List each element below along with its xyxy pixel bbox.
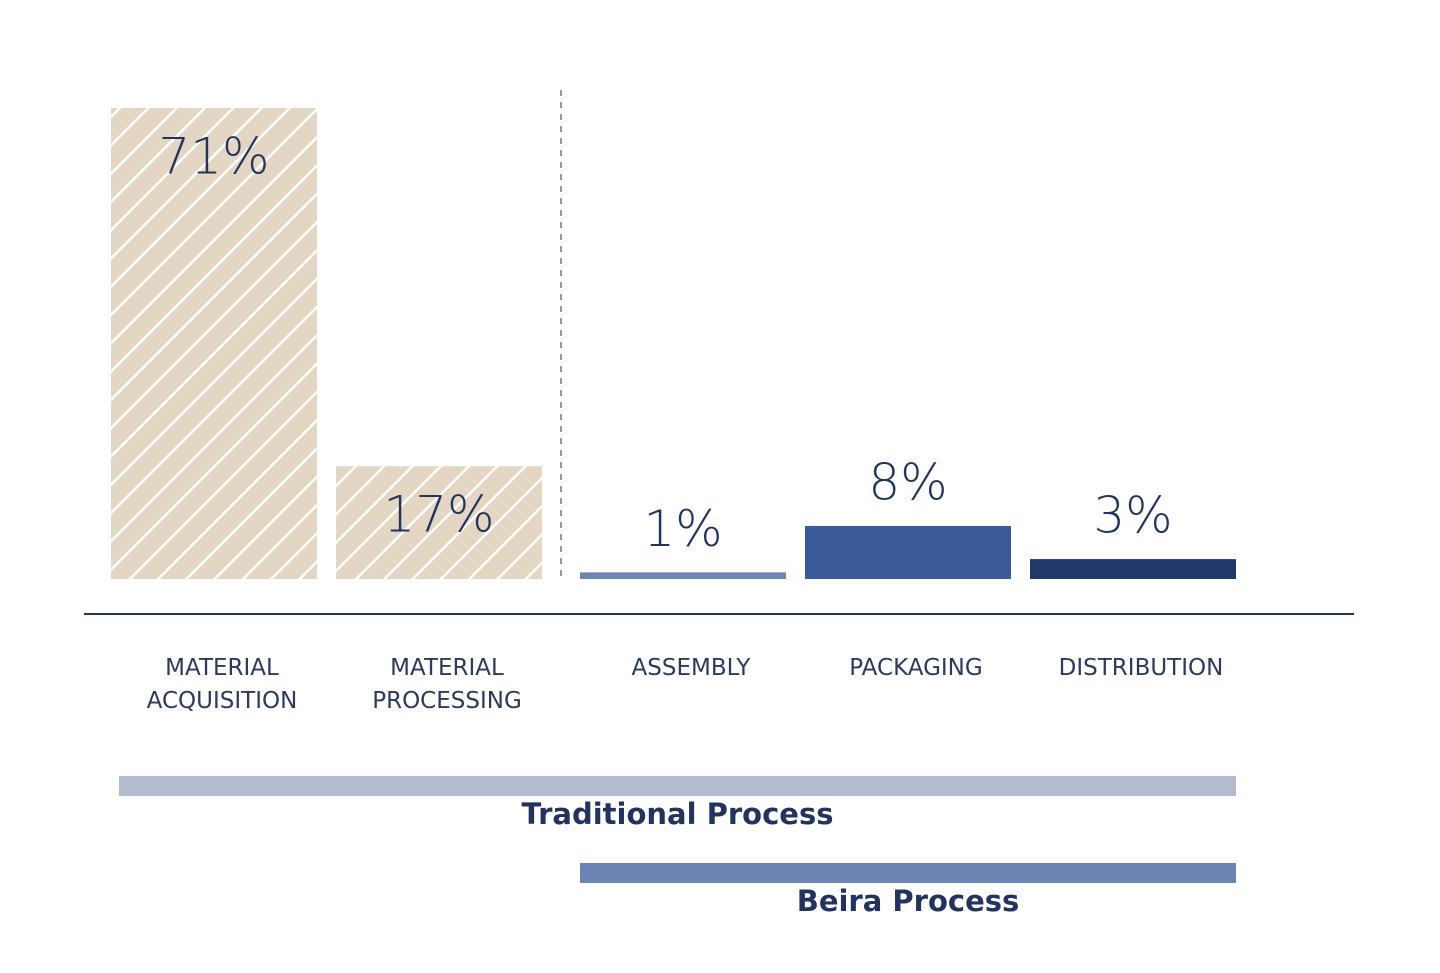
group-label: Traditional Process bbox=[521, 797, 833, 831]
x-tick-label: DISTRIBUTION bbox=[1059, 655, 1224, 681]
group-label: Beira Process bbox=[797, 884, 1020, 918]
value-label: 71% bbox=[158, 128, 269, 186]
value-label: 8% bbox=[868, 453, 947, 511]
value-label: 3% bbox=[1093, 487, 1172, 545]
x-tick-label: PACKAGING bbox=[849, 655, 982, 681]
group-span bbox=[580, 863, 1236, 883]
bar bbox=[111, 108, 317, 579]
bar bbox=[805, 525, 1011, 579]
value-label: 17% bbox=[383, 486, 494, 544]
group-span bbox=[119, 776, 1236, 796]
x-tick-label: MATERIAL PROCESSING bbox=[372, 655, 522, 714]
bar bbox=[1030, 559, 1236, 579]
bar bbox=[336, 466, 542, 579]
x-tick-label: ASSEMBLY bbox=[632, 655, 752, 681]
value-label: 1% bbox=[643, 500, 722, 558]
x-tick-label: MATERIAL ACQUISITION bbox=[147, 655, 298, 714]
bar bbox=[580, 572, 786, 579]
